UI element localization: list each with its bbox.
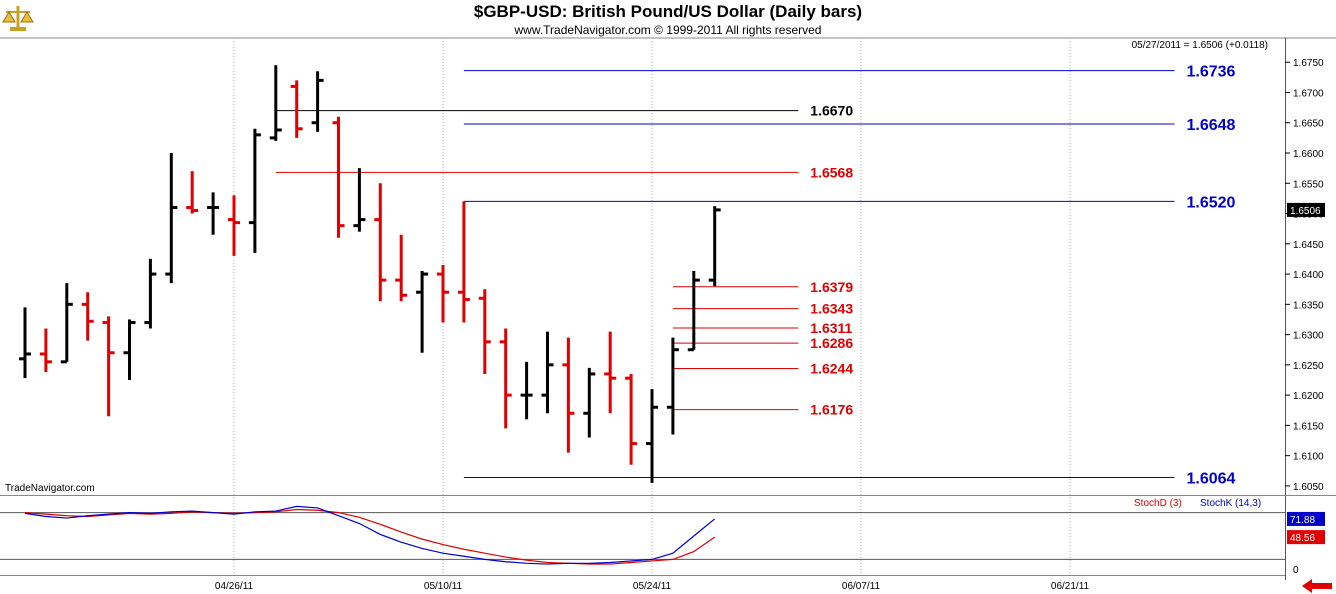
level-label-1.6648: 1.6648 [1187, 117, 1236, 134]
price-bars [19, 65, 721, 483]
stoch-line-d [24, 508, 716, 565]
logo-icon[interactable] [0, 0, 36, 34]
x-tick-label: 04/26/11 [215, 581, 254, 592]
level-label-1.6379: 1.6379 [810, 279, 853, 295]
y-tick-label: 1.6350 [1293, 300, 1324, 311]
ohlc-bar [186, 171, 199, 214]
level-label-1.6286: 1.6286 [810, 335, 853, 351]
ohlc-bar [499, 328, 512, 429]
vertical-grid [233, 38, 1071, 575]
y-tick-label: 1.6200 [1293, 391, 1324, 402]
ohlc-bar [478, 289, 491, 374]
ohlc-bar [666, 337, 679, 435]
ohlc-bar [228, 195, 240, 256]
ohlc-bar [123, 319, 136, 380]
y-tick-label: 1.6750 [1293, 58, 1324, 69]
y-tick-label: 1.6650 [1293, 119, 1324, 130]
ohlc-bar [457, 201, 470, 323]
ohlc-bar [687, 271, 700, 352]
level-label-1.6568: 1.6568 [810, 164, 853, 180]
last-price-tag [1287, 202, 1325, 217]
ohlc-bar [311, 71, 324, 132]
ohlc-bar [248, 128, 261, 253]
y-tick-label: 1.6550 [1293, 179, 1324, 190]
y-tick-label: 1.6400 [1293, 270, 1324, 281]
ohlc-bar [290, 80, 303, 138]
ohlc-bar [39, 328, 52, 373]
y-tick-label: 1.6700 [1293, 88, 1324, 99]
level-label-1.6311: 1.6311 [810, 320, 852, 336]
stoch-y-tick-label: 0 [1293, 565, 1299, 576]
level-lines: 1.6736 1.6670 1.6648 1.6568 1.6520 1.6379 1.63… [275, 64, 1236, 487]
ohlc-bar [19, 307, 31, 379]
stochastic-panel: 0 48.56 71.88 StochD (3) StochK (14,3) [0, 498, 1325, 576]
level-label-1.6670: 1.6670 [810, 103, 853, 119]
stoch-value-tag [1287, 530, 1325, 545]
ohlc-bar [102, 316, 115, 417]
y-tick-label: 1.6600 [1293, 149, 1324, 160]
watermark: TradeNavigator.com [5, 483, 95, 494]
stoch-value-label: 48.56 [1290, 533, 1315, 544]
ohlc-bar [395, 234, 408, 302]
x-tick-label: 05/10/11 [424, 581, 463, 592]
x-tick-label: 06/07/11 [842, 581, 881, 592]
x-tick-label: 05/24/11 [633, 581, 672, 592]
stoch-value-tag [1287, 511, 1325, 526]
price-axis: 1.67501.67001.66501.66001.65501.65001.64… [1285, 58, 1325, 493]
ohlc-bar [562, 337, 575, 453]
y-tick-label: 1.6050 [1293, 482, 1324, 493]
legend-entry: StochK (14,3) [1200, 498, 1261, 509]
x-tick-label: 06/21/11 [1051, 581, 1090, 592]
ohlc-bar [144, 258, 157, 329]
ohlc-bar [374, 183, 387, 302]
quote-readout: 05/27/2011 = 1.6506 (+0.0118) [1132, 40, 1268, 51]
level-label-1.6520: 1.6520 [1187, 194, 1236, 211]
price-panel [0, 38, 1285, 495]
level-label-1.6176: 1.6176 [810, 402, 853, 418]
y-tick-label: 1.6150 [1293, 421, 1324, 432]
ohlc-bar [332, 116, 345, 238]
ohlc-bar [165, 153, 178, 284]
legend-entry: StochD (3) [1134, 498, 1182, 509]
level-label-1.6343: 1.6343 [810, 301, 853, 317]
ohlc-bar [541, 331, 554, 414]
chart-title: $GBP-USD: British Pound/US Dollar (Daily… [474, 2, 862, 21]
level-label-1.6064: 1.6064 [1187, 470, 1236, 487]
y-tick-label: 1.6300 [1293, 331, 1324, 342]
ohlc-bar [625, 373, 638, 465]
ohlc-bar [437, 264, 449, 323]
y-tick-label: 1.6450 [1293, 240, 1324, 251]
ohlc-bar [604, 331, 617, 414]
scroll-left-arrow-icon[interactable] [1300, 578, 1336, 594]
ohlc-bar [60, 283, 73, 364]
ohlc-bar [520, 361, 533, 420]
y-tick-label: 1.6100 [1293, 452, 1324, 463]
ohlc-bar [583, 367, 596, 438]
ohlc-bar [646, 389, 658, 483]
stoch-line-k [24, 505, 716, 565]
y-tick-label: 1.6250 [1293, 361, 1324, 372]
ohlc-bar [353, 168, 366, 232]
ohlc-bar [207, 192, 220, 235]
stoch-value-label: 71.88 [1290, 515, 1315, 526]
ohlc-bar [81, 292, 94, 341]
ohlc-bar [708, 206, 721, 287]
date-axis: 04/26/11 05/10/11 05/24/11 06/07/11 06/21/11 [215, 581, 1090, 592]
ohlc-bar [269, 65, 282, 141]
copyright-text: www.TradeNavigator.com © 1999-2011 All r… [514, 23, 822, 37]
ohlc-bar [416, 271, 429, 353]
level-label-1.6244: 1.6244 [810, 360, 853, 376]
last-price-label: 1.6506 [1290, 206, 1321, 217]
level-label-1.6736: 1.6736 [1187, 64, 1236, 81]
